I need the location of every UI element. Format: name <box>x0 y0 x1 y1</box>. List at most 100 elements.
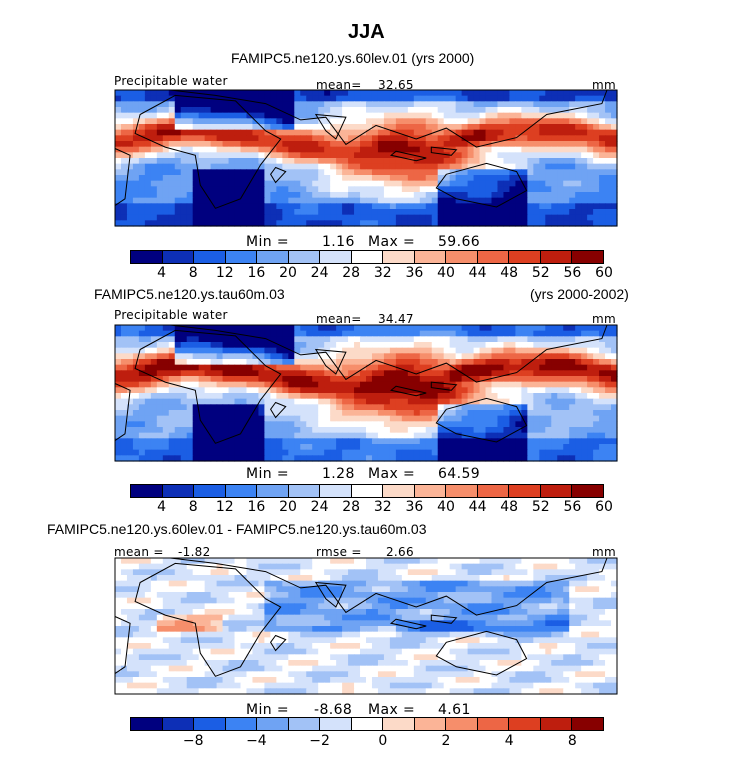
panel2-mean-label: mean= <box>316 312 362 326</box>
colorbar-tick-label: 28 <box>342 499 361 515</box>
colorbar-tick-label: 36 <box>405 499 424 515</box>
colorbar-swatch <box>225 251 258 263</box>
colorbar-tick-label: 20 <box>279 265 297 281</box>
colorbar-swatch <box>288 485 321 497</box>
colorbar-swatch <box>540 251 573 263</box>
colorbar-swatch <box>351 718 384 730</box>
panel2-max-value: 64.59 <box>438 466 481 482</box>
colorbar-tick-label: 4 <box>504 733 514 749</box>
colorbar-tick-label: 44 <box>468 499 487 515</box>
colorbar-tick-label: 12 <box>215 499 234 515</box>
colorbar-tick-label: 32 <box>373 265 392 281</box>
colorbar-swatch <box>288 251 321 263</box>
panel3-max-value: 4.61 <box>438 702 471 718</box>
panel3-min-label: Min = <box>246 702 290 718</box>
colorbar-swatch <box>131 718 163 730</box>
panel3-mean-value: -1.82 <box>178 545 211 559</box>
colorbar-swatch <box>414 718 447 730</box>
colorbar-swatch <box>320 251 352 263</box>
colorbar-tick-label: 60 <box>595 499 613 515</box>
colorbar-swatch <box>383 251 415 263</box>
panel2-max-label: Max = <box>368 466 416 482</box>
colorbar-swatch <box>257 485 289 497</box>
colorbar-swatch <box>225 718 258 730</box>
colorbar-tick-label: 40 <box>437 499 455 515</box>
colorbar-swatch <box>477 251 510 263</box>
panel3-rmse-label: rmse = <box>316 545 362 559</box>
colorbar-tick-label: 20 <box>279 499 297 515</box>
colorbar-tick-label: 16 <box>247 499 266 515</box>
panel2-variable-label: Precipitable water <box>114 308 228 322</box>
colorbar-swatch <box>446 251 478 263</box>
colorbar-swatch <box>288 718 321 730</box>
colorbar-swatch <box>477 718 510 730</box>
panel3-max-label: Max = <box>368 702 416 718</box>
colorbar-tick-label: −2 <box>309 733 330 749</box>
colorbar-tick-label: 56 <box>563 265 582 281</box>
panel2-min-value: 1.28 <box>322 466 355 482</box>
colorbar-tick-label: 40 <box>437 265 455 281</box>
panel3-min-value: -8.68 <box>314 702 353 718</box>
colorbar-tick-label: 44 <box>468 265 487 281</box>
colorbar-swatch <box>194 718 226 730</box>
colorbar-tick-label: 60 <box>595 265 613 281</box>
colorbar-swatch <box>572 718 603 730</box>
colorbar-tick-label: 28 <box>342 265 361 281</box>
colorbar-tick-label: −8 <box>182 733 204 749</box>
panel2-min-label: Min = <box>246 466 290 482</box>
colorbar-swatch <box>225 485 258 497</box>
colorbar-swatch <box>446 718 478 730</box>
panel1-mean-label: mean= <box>316 78 362 92</box>
panel3-mean-label: mean = <box>114 545 164 559</box>
colorbar-tick-label: 24 <box>310 265 329 281</box>
colorbar-swatch <box>162 718 195 730</box>
colorbar-swatch <box>320 718 352 730</box>
colorbar-swatch <box>351 251 384 263</box>
colorbar-swatch <box>414 251 447 263</box>
colorbar-tick-label: 0 <box>378 733 388 749</box>
colorbar-tick-label: 56 <box>563 499 582 515</box>
panel3-colorbar <box>130 717 604 731</box>
colorbar-tick-label: 8 <box>567 733 577 749</box>
colorbar-swatch <box>509 251 541 263</box>
panel2-years: (yrs 2000-2002) <box>530 286 629 302</box>
colorbar-swatch <box>131 485 163 497</box>
colorbar-swatch <box>257 251 289 263</box>
panel2-mean-value: 34.47 <box>378 312 414 326</box>
colorbar-swatch <box>162 251 195 263</box>
panel1-min-label: Min = <box>246 234 290 250</box>
panel2-colorbar <box>130 484 604 498</box>
colorbar-swatch <box>572 485 603 497</box>
panel2-title: FAMIPC5.ne120.ys.tau60m.03 <box>94 286 285 302</box>
colorbar-swatch <box>131 251 163 263</box>
panel1-max-value: 59.66 <box>438 234 481 250</box>
colorbar-swatch <box>162 485 195 497</box>
panel2-units: mm <box>592 312 616 326</box>
colorbar-swatch <box>194 485 226 497</box>
colorbar-tick-label: 8 <box>188 265 198 281</box>
colorbar-swatch <box>446 485 478 497</box>
panel1-units: mm <box>592 78 616 92</box>
colorbar-tick-label: 4 <box>157 265 167 281</box>
colorbar-tick-label: 52 <box>531 265 550 281</box>
colorbar-tick-label: 2 <box>441 733 451 749</box>
colorbar-swatch <box>383 485 415 497</box>
panel1-colorbar <box>130 250 604 264</box>
colorbar-tick-label: 24 <box>310 499 329 515</box>
colorbar-tick-label: 16 <box>247 265 266 281</box>
colorbar-swatch <box>351 485 384 497</box>
colorbar-tick-label: 48 <box>500 265 519 281</box>
colorbar-swatch <box>383 718 415 730</box>
panel1-variable-label: Precipitable water <box>114 74 228 88</box>
colorbar-swatch <box>194 251 226 263</box>
panel3-title: FAMIPC5.ne120.ys.60lev.01 - FAMIPC5.ne12… <box>47 521 427 537</box>
colorbar-tick-label: 8 <box>188 499 198 515</box>
colorbar-swatch <box>257 718 289 730</box>
colorbar-swatch <box>477 485 510 497</box>
colorbar-tick-label: 48 <box>500 499 519 515</box>
panel3-units: mm <box>592 545 616 559</box>
colorbar-tick-label: 36 <box>405 265 424 281</box>
colorbar-tick-label: 4 <box>157 499 167 515</box>
